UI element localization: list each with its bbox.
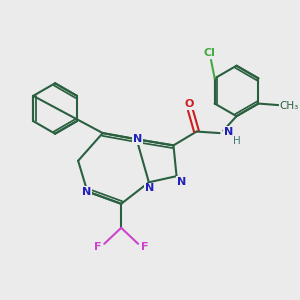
Text: Cl: Cl [203,48,215,58]
Text: H: H [233,136,240,146]
Text: O: O [184,99,194,109]
Text: N: N [224,127,233,136]
Text: N: N [145,183,154,194]
Text: N: N [133,134,142,144]
Text: N: N [176,177,186,187]
Text: N: N [82,187,92,197]
Text: F: F [140,242,148,253]
Text: CH₃: CH₃ [280,101,299,111]
Text: F: F [94,242,102,253]
